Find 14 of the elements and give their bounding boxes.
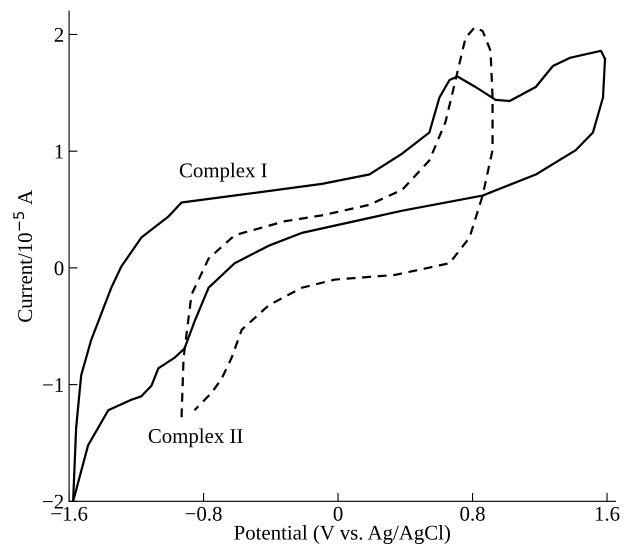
y-axis-title: Current/10$^{−5}$ A — [13, 190, 32, 322]
y-tick-label: 0 — [54, 261, 64, 276]
x-tick-label: 0.8 — [460, 506, 485, 521]
x-axis-title: Potential (V vs. Ag/AgCl) — [234, 525, 450, 544]
x-tick-label: 0 — [334, 506, 342, 521]
y-tick-label: 2 — [54, 28, 64, 42]
annotation: Complex II — [148, 428, 243, 448]
x-tick-label: 1.6 — [596, 506, 620, 521]
y-tick-label: −1 — [43, 378, 63, 392]
x-tick-label: −1.6 — [51, 506, 88, 521]
y-tick-label: 1 — [56, 144, 63, 158]
x-tick-label: −0.8 — [186, 506, 222, 521]
annotation: Complex I — [180, 162, 267, 182]
y-tick-label: −2 — [43, 494, 64, 509]
